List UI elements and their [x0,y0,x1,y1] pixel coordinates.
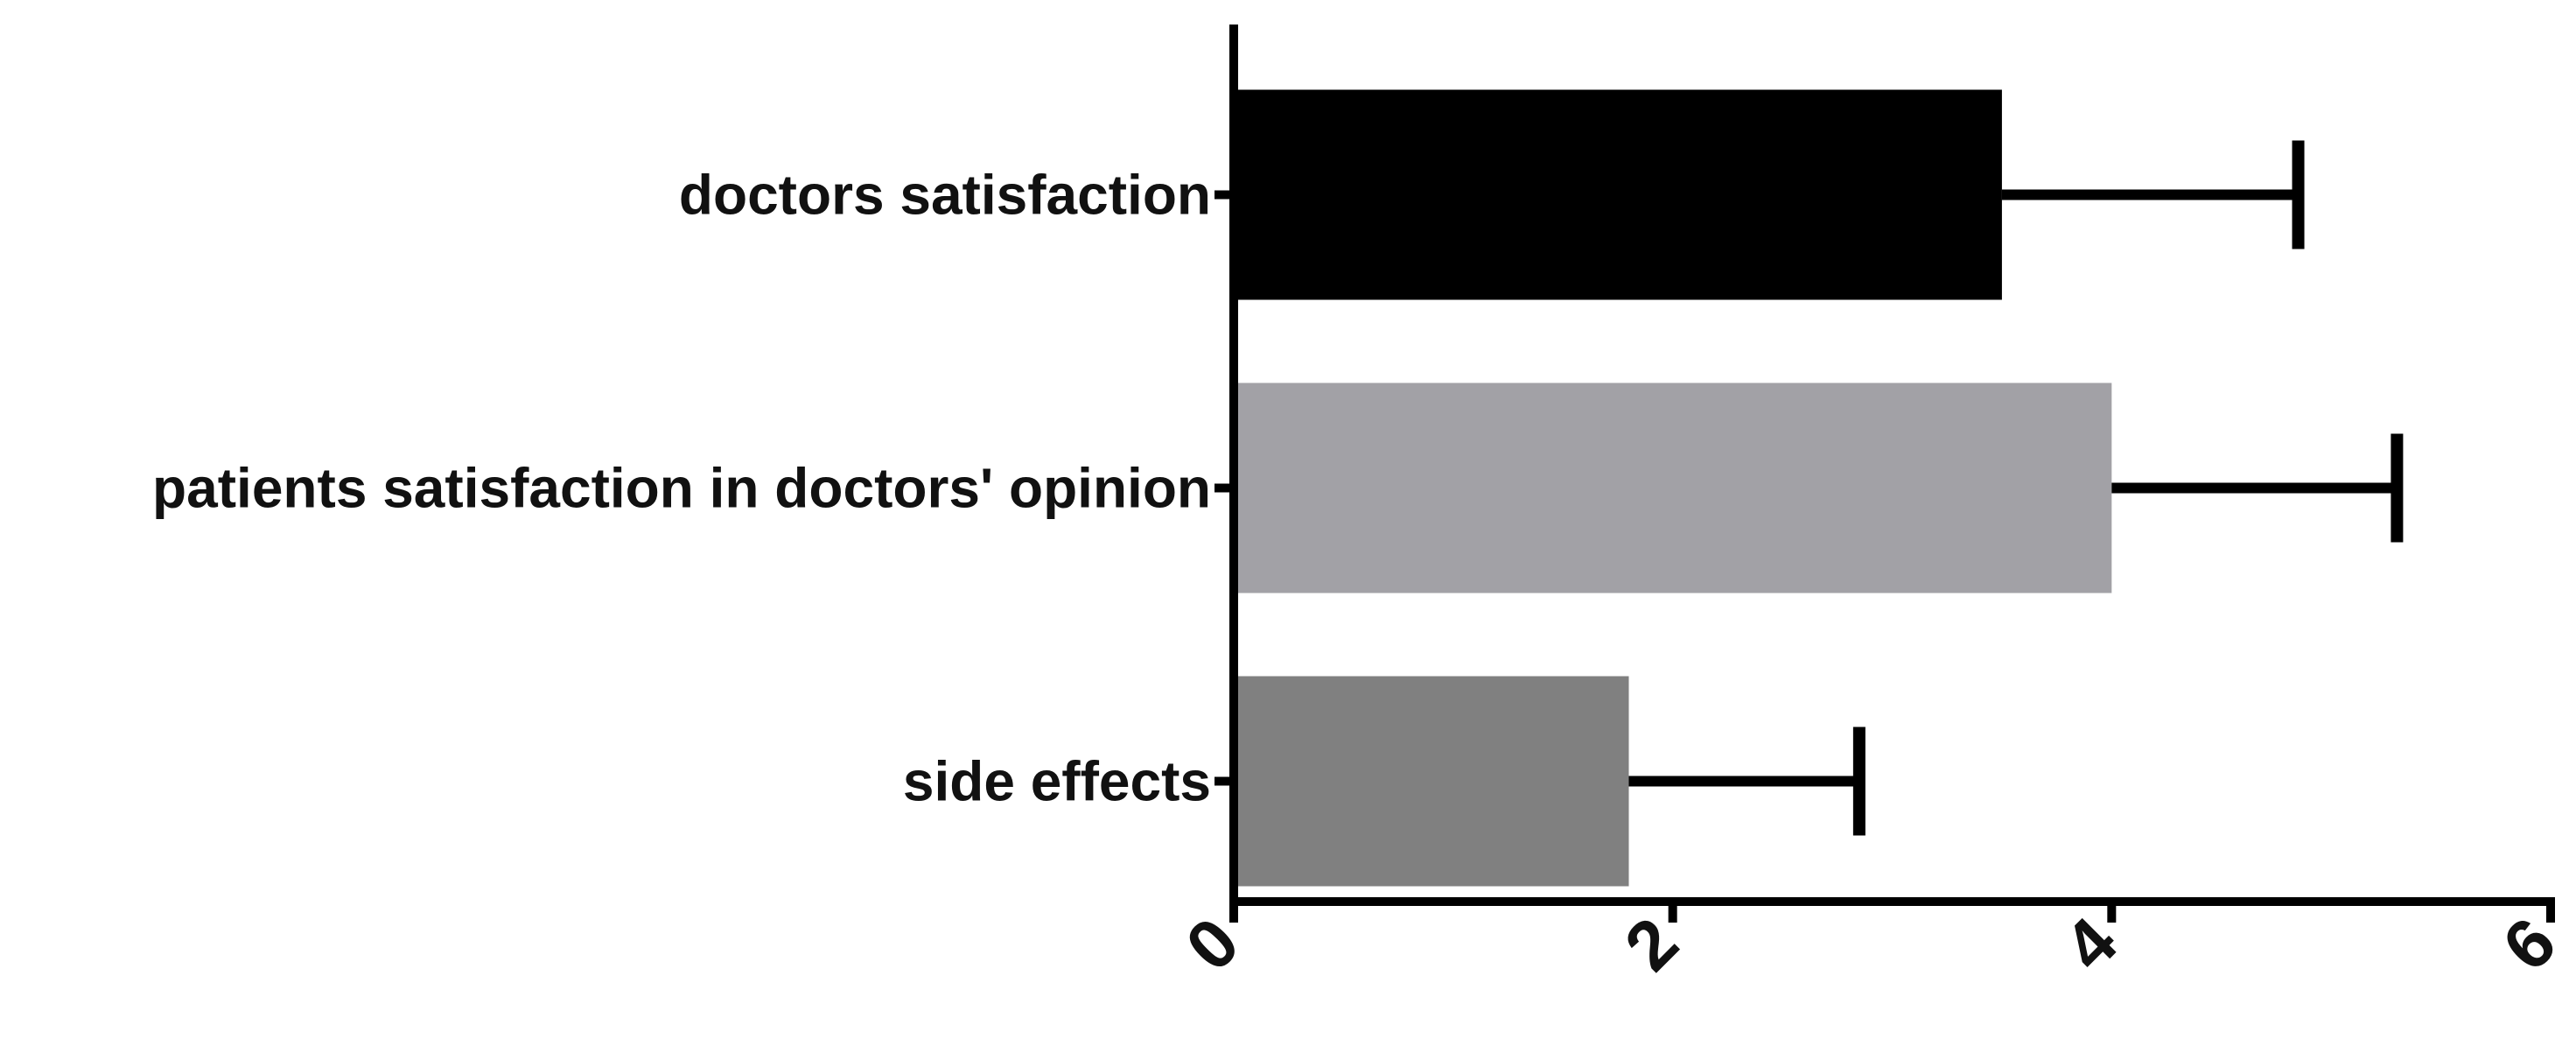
category-label: side effects [903,750,1211,813]
bar-group: side effects [903,676,1866,887]
bar [1234,89,2002,300]
x-tick-label: 2 [1610,902,1692,985]
bar [1234,676,1629,887]
bar [1234,383,2112,593]
bar-group: doctors satisfaction [679,89,2305,300]
x-tick-label: 0 [1171,902,1253,985]
x-tick-label: 6 [2488,902,2570,985]
bar-group: patients satisfaction in doctors' opinio… [152,383,2404,593]
x-tick-label: 4 [2049,902,2132,986]
category-label: doctors satisfaction [679,164,1211,227]
category-label: patients satisfaction in doctors' opinio… [152,457,1211,520]
